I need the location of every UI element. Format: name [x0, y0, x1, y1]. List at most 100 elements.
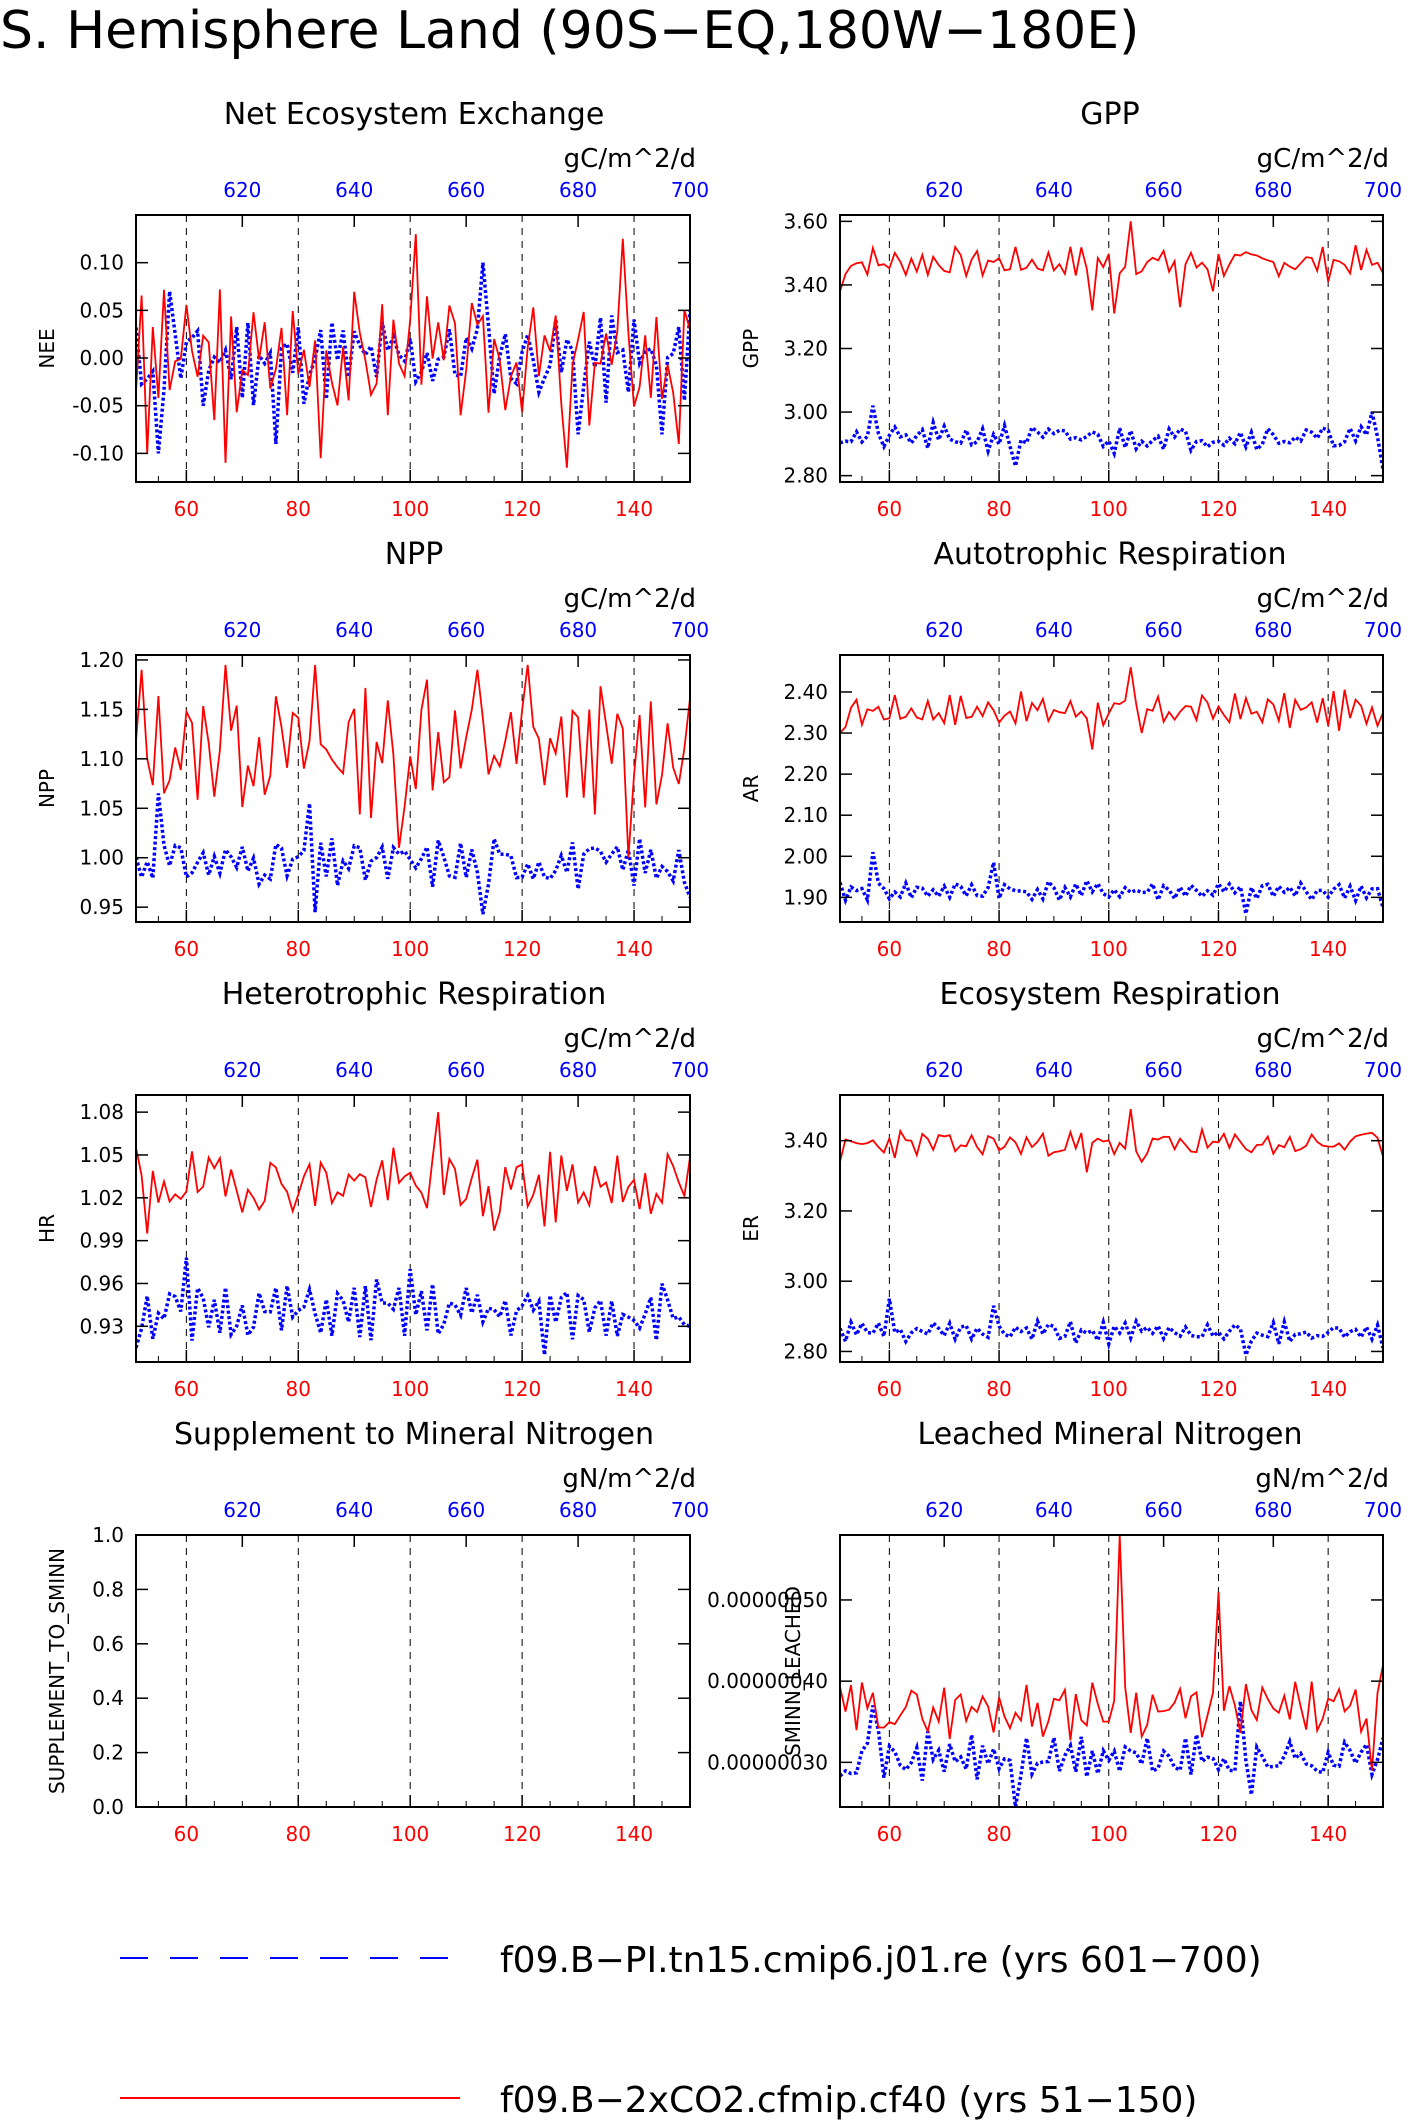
y-tick-label: 0.2: [92, 1741, 124, 1765]
top-tick-label: 660: [447, 1498, 485, 1522]
y-tick-label: 0.0: [92, 1795, 124, 1819]
x-tick-label: 120: [1199, 1377, 1237, 1401]
series-group: [840, 1108, 1383, 1362]
series-line-cf40: [136, 1111, 690, 1234]
x-tick-label: 100: [391, 497, 429, 521]
top-tick-label: 620: [925, 1498, 963, 1522]
panel-er: Ecosystem Respiration gC/m^2/d 60 80 100 120 1…: [739, 977, 1402, 1401]
series-group: [136, 1111, 690, 1356]
top-tick-label: 620: [223, 618, 261, 642]
plot-frame: [839, 1094, 1384, 1363]
y-tick-label: 2.30: [783, 721, 828, 745]
top-tick-label: 680: [559, 1498, 597, 1522]
units-label: gC/m^2/d: [1257, 1024, 1389, 1054]
panel-hr: Heterotrophic Respiration gC/m^2/d 60 80 100…: [35, 977, 709, 1401]
x-tick-label: 140: [615, 1822, 653, 1846]
y-tick-label: 0.00: [79, 346, 124, 370]
legend-label-cf40: f09.B−2xCO2.cfmip.cf40 (yrs 51−150): [500, 2080, 1197, 2120]
y-tick-label: 2.00: [783, 844, 828, 868]
y-axis-label: GPP: [739, 329, 763, 369]
y-axis-label: SUPPLEMENT_TO_SMINN: [45, 1548, 69, 1794]
series-line-re: [840, 405, 1383, 470]
series-group: [840, 1535, 1383, 1807]
panel-title: Autotrophic Respiration: [933, 537, 1286, 572]
y-tick-label: 3.40: [783, 273, 828, 297]
x-tick-label: 60: [877, 1377, 902, 1401]
x-tick-label: 60: [877, 497, 902, 521]
top-tick-label: 700: [671, 1498, 709, 1522]
y-tick-label: 1.20: [79, 648, 124, 672]
top-tick-label: 680: [559, 1058, 597, 1082]
x-tick-label: 140: [615, 497, 653, 521]
top-tick-label: 620: [925, 1058, 963, 1082]
top-tick-label: 700: [1364, 178, 1402, 202]
y-tick-label: 0.95: [79, 895, 124, 919]
x-tick-label: 100: [391, 1822, 429, 1846]
panel-npp: NPP gC/m^2/d 60 80 100 120 140 620 640 660 680 700 0…: [35, 537, 709, 961]
series-line-re: [136, 793, 690, 915]
panel-title: Supplement to Mineral Nitrogen: [174, 1417, 654, 1452]
y-tick-label: 1.05: [79, 796, 124, 820]
y-tick-label: 0.00000030: [707, 1750, 828, 1774]
top-tick-label: 640: [1035, 1058, 1073, 1082]
top-tick-label: 680: [1254, 178, 1292, 202]
x-tick-label: 60: [877, 1822, 902, 1846]
y-tick-label: 1.10: [79, 747, 124, 771]
top-tick-label: 680: [1254, 618, 1292, 642]
series-line-re: [840, 1701, 1383, 1807]
panel-nee: Net Ecosystem Exchange gC/m^2/d 60 80 100 120…: [35, 97, 709, 521]
y-tick-label: 0.00000050: [707, 1588, 828, 1612]
x-tick-label: 80: [986, 1377, 1011, 1401]
plot-frame: [135, 654, 691, 923]
x-tick-label: 120: [1199, 1822, 1237, 1846]
x-tick-label: 120: [503, 1377, 541, 1401]
y-tick-label: 1.02: [79, 1186, 124, 1210]
y-axis-label: NPP: [35, 769, 59, 808]
x-tick-label: 80: [986, 497, 1011, 521]
x-tick-label: 120: [1199, 497, 1237, 521]
x-tick-label: 140: [615, 1377, 653, 1401]
x-tick-label: 140: [615, 937, 653, 961]
series-line-cf40: [840, 1108, 1383, 1173]
panel-ar: Autotrophic Respiration gC/m^2/d 60 80 100 12…: [739, 537, 1402, 961]
x-tick-label: 120: [1199, 937, 1237, 961]
units-label: gC/m^2/d: [564, 144, 696, 174]
y-axis-label: SMINN_LEACHED: [781, 1586, 805, 1756]
series-line-cf40: [136, 664, 690, 858]
top-tick-label: 700: [1364, 1058, 1402, 1082]
series-line-re: [136, 262, 690, 454]
x-tick-label: 60: [174, 1822, 199, 1846]
y-tick-label: 1.05: [79, 1143, 124, 1167]
units-label: gC/m^2/d: [1257, 144, 1389, 174]
legend: f09.B−PI.tn15.cmip6.j01.re (yrs 601−700)…: [120, 1940, 1262, 2121]
x-tick-label: 140: [1309, 1822, 1347, 1846]
y-tick-label: 1.0: [92, 1523, 124, 1547]
y-tick-label: -0.05: [72, 394, 124, 418]
series-line-re: [136, 1257, 690, 1356]
y-axis-label: HR: [35, 1214, 59, 1243]
y-axis-label: NEE: [35, 328, 59, 368]
y-tick-label: 2.80: [783, 1339, 828, 1363]
top-tick-label: 660: [1145, 1498, 1183, 1522]
top-tick-label: 620: [223, 178, 261, 202]
y-tick-label: 0.00000040: [707, 1669, 828, 1693]
x-tick-label: 60: [174, 1377, 199, 1401]
top-tick-label: 640: [335, 618, 373, 642]
top-tick-label: 680: [1254, 1058, 1292, 1082]
y-tick-label: 0.4: [92, 1686, 124, 1710]
series-line-cf40: [136, 234, 690, 468]
top-tick-label: 700: [671, 178, 709, 202]
plot-frame: [135, 1534, 691, 1808]
panels: Net Ecosystem Exchange gC/m^2/d 60 80 100 120…: [35, 97, 1402, 1846]
series-line-cf40: [840, 221, 1383, 314]
panel-sminn_leached: Leached Mineral Nitrogen gN/m^2/d 60 80 100 1…: [707, 1417, 1402, 1846]
top-tick-label: 640: [1035, 618, 1073, 642]
y-tick-label: 0.05: [79, 298, 124, 322]
x-tick-label: 100: [391, 937, 429, 961]
top-tick-label: 680: [559, 618, 597, 642]
top-tick-label: 620: [925, 178, 963, 202]
units-label: gN/m^2/d: [1255, 1464, 1389, 1494]
y-tick-label: 2.10: [783, 803, 828, 827]
x-tick-label: 100: [1090, 937, 1128, 961]
